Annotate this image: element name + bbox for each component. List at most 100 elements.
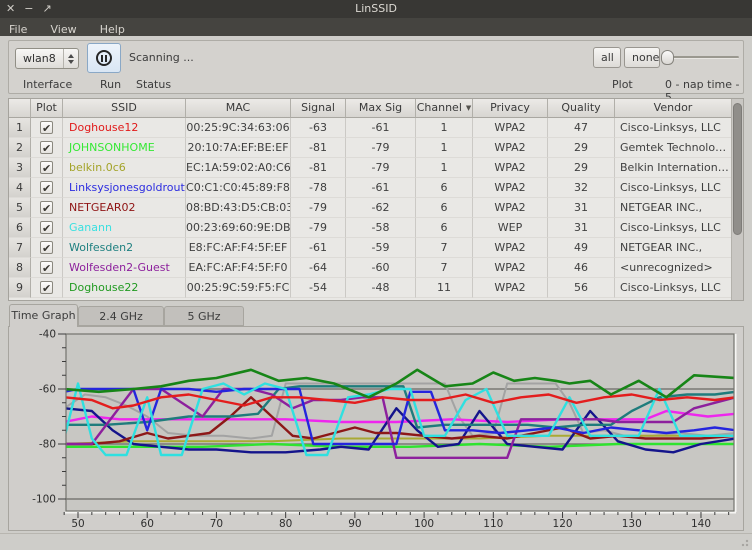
quality-cell: 47 <box>548 118 615 138</box>
statusbar <box>0 533 752 550</box>
table-row[interactable]: 4 LinksysjonesgoldrouterC0:C1:C0:45:89:F8… <box>9 178 732 198</box>
privacy-cell: WPA2 <box>473 178 548 198</box>
table-row[interactable]: 9 Doghouse2200:25:9C:59:F5:FC-54-4811WPA2… <box>9 278 732 298</box>
x-tick-label: 70 <box>210 518 223 530</box>
mac-cell: C0:C1:C0:45:89:F8 <box>186 178 291 198</box>
maximize-icon[interactable]: ↗ <box>42 2 52 15</box>
mac-cell: 20:10:7A:EF:BE:EF <box>186 138 291 158</box>
table-scrollbar[interactable] <box>731 99 743 300</box>
pause-icon <box>96 50 112 66</box>
signal-cell: -81 <box>291 158 346 178</box>
channel-cell: 6 <box>416 218 473 238</box>
privacy-cell: WEP <box>473 218 548 238</box>
channel-cell: 1 <box>416 138 473 158</box>
column-header-Privacy[interactable]: Privacy <box>473 99 548 118</box>
x-tick-label: 130 <box>622 518 642 530</box>
signal-cell: -54 <box>291 278 346 298</box>
column-header-Channel[interactable]: Channel ▼ <box>416 99 473 118</box>
plot-checkbox[interactable] <box>40 259 53 277</box>
plot-checkbox-cell <box>31 178 63 198</box>
ssid-cell: JOHNSONHOME <box>63 138 186 158</box>
channel-cell: 7 <box>416 238 473 258</box>
ssid-cell: Wolfesden2-Guest <box>63 258 186 278</box>
spinner-arrows-icon[interactable] <box>63 49 78 68</box>
x-tick-label: 110 <box>483 518 503 530</box>
x-tick-label: 120 <box>553 518 573 530</box>
mac-cell: EA:FC:AF:F4:5F:F0 <box>186 258 291 278</box>
plot-none-button[interactable]: none <box>624 47 660 68</box>
column-header-rownum[interactable] <box>9 99 31 118</box>
privacy-cell: WPA2 <box>473 158 548 178</box>
plot-all-button[interactable]: all <box>593 47 621 68</box>
column-header-Signal[interactable]: Signal <box>291 99 346 118</box>
slider-handle[interactable] <box>661 50 674 65</box>
resize-grip[interactable] <box>739 537 749 547</box>
run-label: Run <box>100 78 122 91</box>
tab-24ghz-channels[interactable]: 2.4 GHz Channels <box>78 306 164 342</box>
series-unlisted-magenta <box>66 409 734 424</box>
signal-cell: -78 <box>291 178 346 198</box>
signal-cell: -81 <box>291 138 346 158</box>
column-header-MAC[interactable]: MAC <box>186 99 291 118</box>
slider-groove[interactable] <box>661 56 739 59</box>
column-header-Plot[interactable]: Plot <box>31 99 63 118</box>
minimize-icon[interactable]: − <box>24 2 34 15</box>
interface-select[interactable]: wlan8 <box>15 48 79 69</box>
plot-checkbox-cell <box>31 258 63 278</box>
column-header-SSID[interactable]: SSID <box>63 99 186 118</box>
ssid-cell: Wolfesden2 <box>63 238 186 258</box>
menu-view[interactable]: View <box>50 23 77 36</box>
plot-checkbox[interactable] <box>40 219 53 237</box>
toolbar: wlan8 Scanning ... Interface Run Status … <box>8 40 744 104</box>
ssid-cell: Ganann <box>63 218 186 238</box>
table-row[interactable]: 7Wolfesden2E8:FC:AF:F4:5F:EF-61-597WPA24… <box>9 238 732 258</box>
plot-checkbox-cell <box>31 218 63 238</box>
quality-cell: 29 <box>548 138 615 158</box>
plot-label: Plot <box>612 78 633 91</box>
row-number: 1 <box>9 118 31 138</box>
max-sig-cell: -58 <box>346 218 416 238</box>
channel-cell: 11 <box>416 278 473 298</box>
channel-cell: 6 <box>416 198 473 218</box>
series-Doghouse12 <box>66 393 734 410</box>
table-row[interactable]: 5 NETGEAR0208:BD:43:D5:CB:03-79-626WPA231… <box>9 198 732 218</box>
mac-cell: EC:1A:59:02:A0:C6 <box>186 158 291 178</box>
series-unlisted-gray <box>66 382 734 440</box>
run-pause-button[interactable] <box>87 43 121 73</box>
tab-5ghz-channels[interactable]: 5 GHz Channels <box>164 306 244 342</box>
signal-cell: -79 <box>291 198 346 218</box>
quality-cell: 31 <box>548 198 615 218</box>
table-row[interactable]: 1Doghouse1200:25:9C:34:63:06-63-611WPA24… <box>9 118 732 138</box>
plot-checkbox[interactable] <box>40 279 53 297</box>
column-header-Quality[interactable]: Quality <box>548 99 615 118</box>
privacy-cell: WPA2 <box>473 138 548 158</box>
column-header-Max Sig[interactable]: Max Sig <box>346 99 416 118</box>
plot-checkbox[interactable] <box>40 139 53 157</box>
table-row[interactable]: 2 JOHNSONHOME20:10:7A:EF:BE:EF-81-791WPA2… <box>9 138 732 158</box>
tab-time-graph[interactable]: Time Graph <box>9 304 78 327</box>
table-header-row: Plot SSID MAC Signal Max Sig Channel ▼ Privacy Q… <box>9 99 732 118</box>
column-header-Vendor[interactable]: Vendor <box>615 99 732 118</box>
table-scrollbar-thumb[interactable] <box>733 103 742 235</box>
table-row[interactable]: 3 belkin.0c6EC:1A:59:02:A0:C6-81-791WPA22… <box>9 158 732 178</box>
plot-checkbox[interactable] <box>40 159 53 177</box>
nap-time-slider[interactable] <box>661 49 739 66</box>
scan-status-text: Scanning ... <box>129 51 194 64</box>
privacy-cell: WPA2 <box>473 258 548 278</box>
ssid-cell: Doghouse22 <box>63 278 186 298</box>
table-row[interactable]: 6Ganann00:23:69:60:9E:DB-79-586WEP31Cisc… <box>9 218 732 238</box>
plot-checkbox[interactable] <box>40 239 53 257</box>
vendor-cell: Cisco-Linksys, LLC <box>615 118 732 138</box>
plot-checkbox[interactable] <box>40 179 53 197</box>
plot-checkbox[interactable] <box>40 199 53 217</box>
ssid-cell: NETGEAR02 <box>63 198 186 218</box>
max-sig-cell: -61 <box>346 118 416 138</box>
vendor-cell: <unrecognized> <box>615 258 732 278</box>
plot-checkbox[interactable] <box>40 119 53 137</box>
table-row[interactable]: 8 Wolfesden2-GuestEA:FC:AF:F4:5F:F0-64-60… <box>9 258 732 278</box>
vendor-cell: Belkin International Inc <box>615 158 732 178</box>
close-icon[interactable]: ✕ <box>6 2 16 15</box>
menu-file[interactable]: File <box>9 23 28 36</box>
max-sig-cell: -79 <box>346 138 416 158</box>
menu-help[interactable]: Help <box>99 23 125 36</box>
